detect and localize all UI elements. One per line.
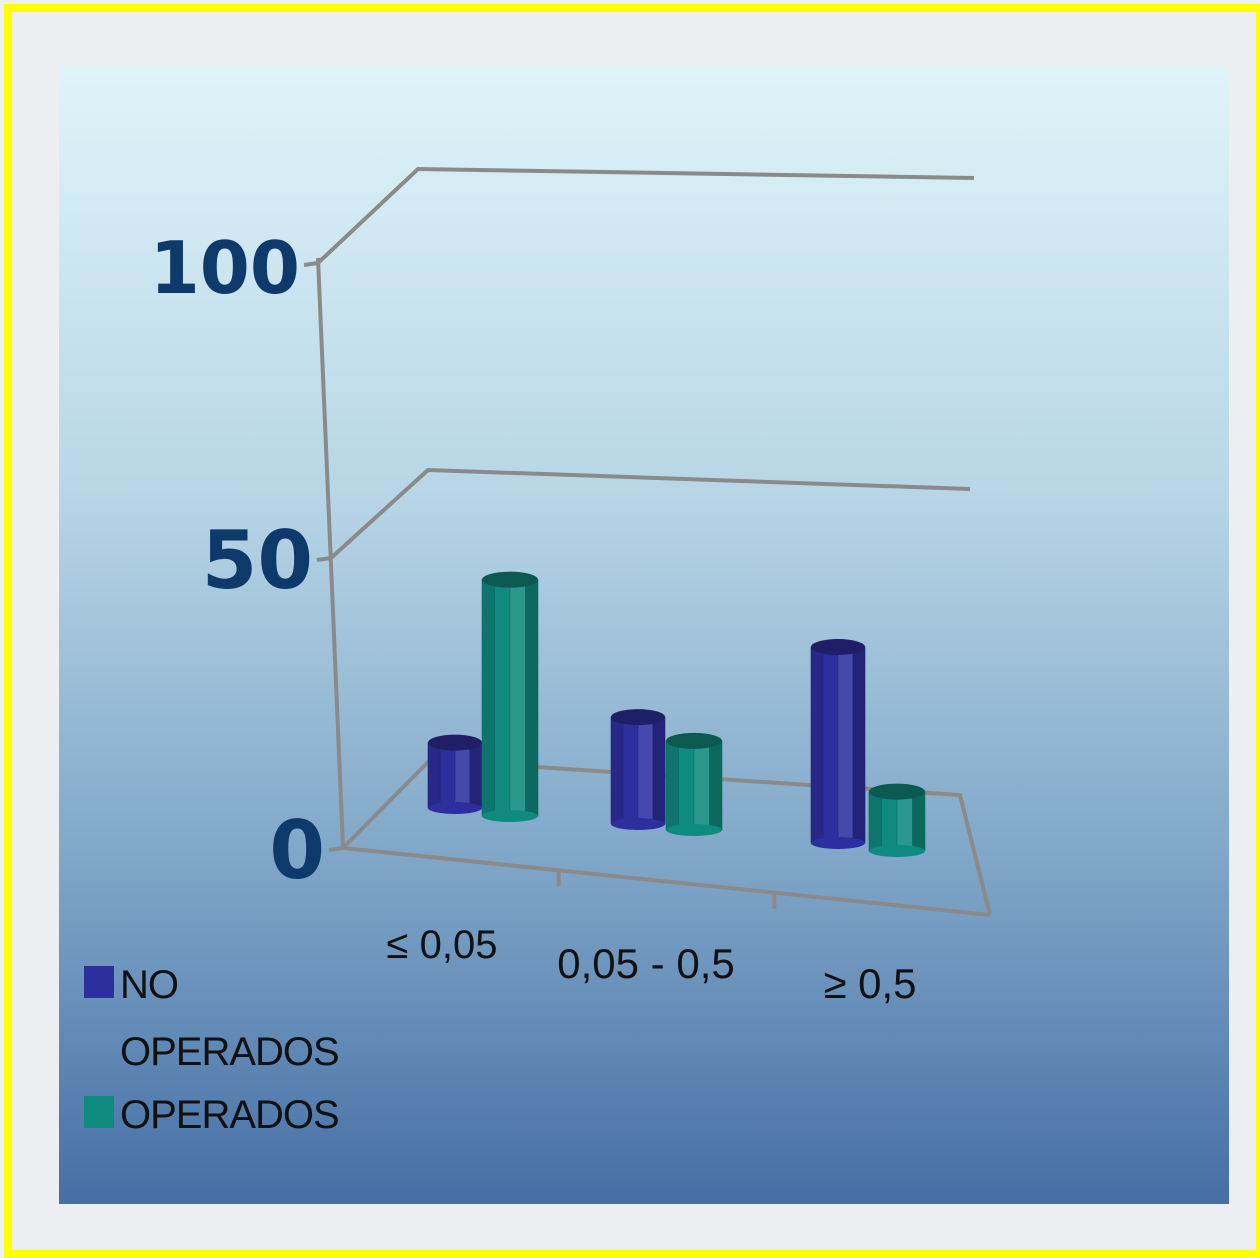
legend-label: OPERADOS: [120, 1093, 339, 1137]
bar: [610, 709, 666, 830]
bar: [810, 638, 866, 849]
x-tick-label: ≤ 0,05: [387, 923, 498, 967]
bar: [868, 783, 926, 857]
bar: [665, 732, 723, 836]
y-tick-label: 0: [269, 804, 325, 897]
y-axis: [316, 257, 345, 849]
y-tick-label: 50: [202, 514, 313, 607]
y-tick-mark: [316, 556, 332, 562]
gridline: [316, 166, 975, 265]
bar: [481, 571, 539, 822]
chart-panel: [59, 66, 1229, 1204]
legend-swatch: [84, 966, 114, 998]
legend-swatch: [84, 1096, 114, 1128]
x-tick-label: 0,05 - 0,5: [557, 940, 734, 987]
y-tick-mark: [328, 846, 344, 852]
gridline: [329, 467, 971, 560]
legend-label: NO: [120, 963, 178, 1007]
y-tick-mark: [303, 261, 319, 267]
x-axis: [342, 846, 991, 917]
bar: [427, 734, 483, 814]
x-tick-label: ≥ 0,5: [823, 960, 916, 1007]
y-tick-label: 100: [150, 226, 300, 310]
legend-label: OPERADOS: [120, 1030, 339, 1074]
